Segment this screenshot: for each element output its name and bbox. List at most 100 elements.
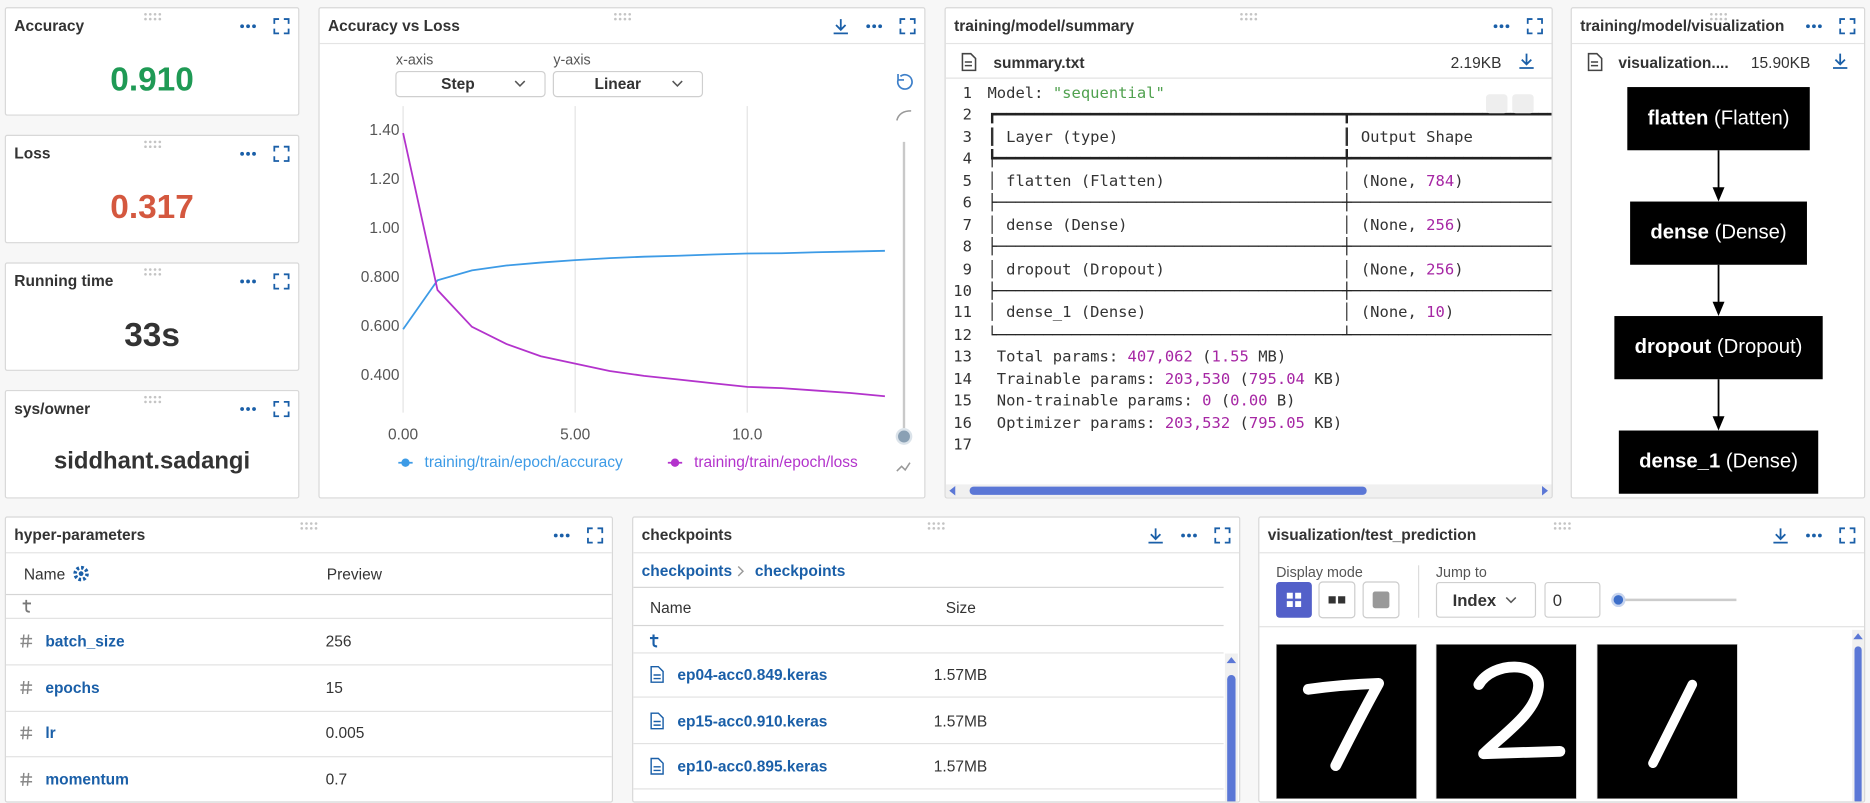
icon-part[interactable] <box>252 279 256 283</box>
expand-button[interactable] <box>1214 527 1231 544</box>
legend-marker[interactable] <box>671 459 679 467</box>
icon-part[interactable] <box>1806 533 1810 537</box>
icon-part[interactable] <box>588 528 602 542</box>
drag-handle[interactable] <box>1239 12 1258 22</box>
legend-marker[interactable] <box>401 459 409 467</box>
file-name[interactable]: ep10-acc0.895.keras <box>677 758 827 776</box>
drag-handle[interactable] <box>299 521 318 531</box>
icon-part[interactable] <box>240 407 244 411</box>
drag-handle[interactable] <box>927 521 946 531</box>
icon-part[interactable] <box>23 600 31 612</box>
icon-part[interactable] <box>554 533 558 537</box>
jump-select-value[interactable]: Index <box>1453 590 1497 609</box>
icon-part[interactable] <box>252 24 256 28</box>
icon-part[interactable] <box>1494 24 1498 28</box>
icon-part[interactable] <box>1181 533 1185 537</box>
more-button[interactable] <box>552 527 571 544</box>
vertical-scrollbar[interactable] <box>1225 654 1238 803</box>
icon-part[interactable] <box>1506 597 1516 602</box>
jump-input-value[interactable]: 0 <box>1553 590 1562 609</box>
icon-part[interactable] <box>1187 533 1191 537</box>
icon-part[interactable] <box>650 634 658 646</box>
icon-part[interactable] <box>1227 675 1235 803</box>
digit-image[interactable] <box>1597 644 1738 799</box>
icon-part[interactable] <box>1500 24 1504 28</box>
icon-part[interactable] <box>1597 644 1738 799</box>
chart-type-icon[interactable] <box>897 463 910 471</box>
vertical-scrollbar[interactable] <box>1852 630 1864 803</box>
icon-part[interactable] <box>1276 582 1312 618</box>
icon-part[interactable] <box>1373 592 1390 609</box>
more-button[interactable] <box>239 400 258 417</box>
drag-handle[interactable] <box>143 267 162 277</box>
expand-button[interactable] <box>273 145 290 162</box>
icon-part[interactable] <box>566 533 570 537</box>
icon-part[interactable] <box>1486 94 1507 113</box>
icon-part[interactable] <box>274 18 288 32</box>
icon-part[interactable] <box>1519 54 1533 68</box>
icon-part[interactable] <box>1528 18 1542 32</box>
breadcrumb[interactable]: checkpoints <box>642 562 732 580</box>
y-axis-select-value[interactable]: Linear <box>595 76 642 93</box>
download-button[interactable] <box>1147 527 1164 544</box>
icon-part[interactable] <box>240 151 244 155</box>
expand-button[interactable] <box>587 527 604 544</box>
reset-zoom-icon[interactable] <box>898 74 912 89</box>
type-filter-icon[interactable] <box>21 599 35 613</box>
icon-part[interactable] <box>1818 533 1822 537</box>
type-filter-icon[interactable] <box>649 633 663 647</box>
icon-part[interactable] <box>246 407 250 411</box>
icon-part[interactable] <box>1276 644 1417 799</box>
param-name[interactable]: momentum <box>45 770 129 788</box>
expand-button[interactable] <box>1839 527 1856 544</box>
more-button[interactable] <box>239 17 258 34</box>
legend-label[interactable]: training/train/epoch/accuracy <box>425 454 623 471</box>
legend-label[interactable]: training/train/epoch/loss <box>694 454 858 471</box>
more-button[interactable] <box>1492 17 1511 34</box>
x-axis-select-value[interactable]: Step <box>441 76 475 93</box>
icon-part[interactable] <box>1148 528 1162 542</box>
icon-part[interactable] <box>252 407 256 411</box>
expand-button[interactable] <box>273 17 290 34</box>
more-button[interactable] <box>239 273 258 290</box>
icon-part[interactable] <box>1512 94 1533 113</box>
chevron[interactable] <box>1505 595 1517 605</box>
drag-handle[interactable] <box>143 395 162 405</box>
file-name[interactable]: ep04-acc0.849.keras <box>677 665 827 683</box>
icon-part[interactable] <box>246 151 250 155</box>
icon-part[interactable] <box>560 533 564 537</box>
drag-handle[interactable] <box>143 12 162 22</box>
icon-part[interactable] <box>246 24 250 28</box>
slider-knob[interactable] <box>897 429 911 443</box>
icon-part[interactable] <box>252 151 256 155</box>
drag-handle[interactable] <box>1708 12 1727 22</box>
icon-part[interactable] <box>970 487 1367 495</box>
icon-part[interactable] <box>1840 528 1854 542</box>
digit-image[interactable] <box>1436 644 1577 799</box>
digit-image[interactable] <box>1276 644 1417 799</box>
param-name[interactable]: epochs <box>45 678 99 696</box>
download-button[interactable] <box>1518 52 1535 69</box>
settings-icon[interactable] <box>73 565 90 582</box>
display-mode-buttons[interactable] <box>1275 581 1404 619</box>
download-button[interactable] <box>1772 527 1789 544</box>
param-name[interactable]: lr <box>45 724 55 742</box>
index-slider[interactable] <box>1609 590 1740 609</box>
icon-part[interactable] <box>246 279 250 283</box>
drag-handle[interactable] <box>612 12 631 22</box>
smoothing-icon[interactable] <box>897 111 911 121</box>
drag-handle[interactable] <box>143 140 162 150</box>
expand-button[interactable] <box>1527 17 1544 34</box>
icon-part[interactable] <box>274 146 288 160</box>
expand-button[interactable] <box>273 273 290 290</box>
icon-part[interactable] <box>1612 594 1624 606</box>
file-name[interactable]: ep15-acc0.910.keras <box>677 711 827 729</box>
code-actions[interactable] <box>1485 92 1537 116</box>
icon-part[interactable] <box>240 279 244 283</box>
drag-handle[interactable] <box>1552 521 1571 531</box>
icon-part[interactable] <box>1193 533 1197 537</box>
more-button[interactable] <box>239 145 258 162</box>
icon-part[interactable] <box>274 274 288 288</box>
horizontal-scrollbar[interactable] <box>946 484 1552 497</box>
icon-part[interactable] <box>79 571 84 576</box>
